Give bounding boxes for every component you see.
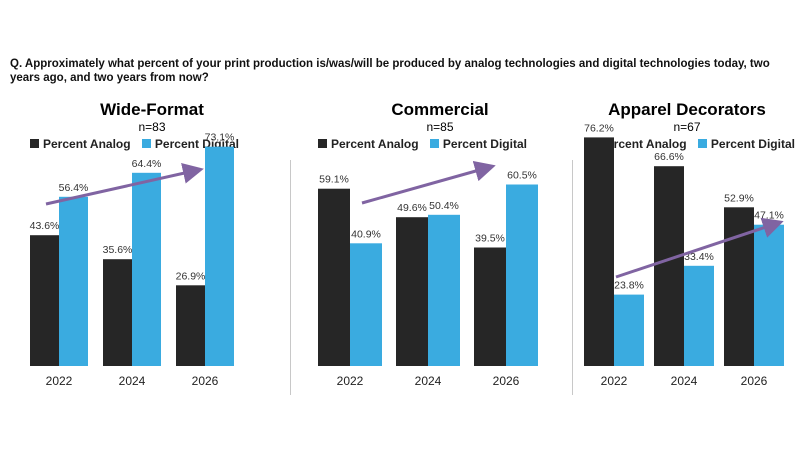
x-tick-label-2026: 2026 <box>493 374 520 388</box>
data-label-analog-2026: 39.5% <box>475 233 505 245</box>
bar-analog-2022 <box>30 235 59 366</box>
legend-swatch-digital <box>697 139 707 148</box>
chart-apparel-decorators: Apparel Decorators n=67 Percent Analog P… <box>582 92 795 402</box>
data-label-analog-2024: 35.6% <box>103 244 133 256</box>
legend-label-analog: Percent Analog <box>599 137 687 151</box>
bar-digital-2026 <box>754 224 784 366</box>
x-tick-label-2026: 2026 <box>192 374 219 388</box>
x-tick-label-2022: 2022 <box>46 374 73 388</box>
chart-plot: 59.1% 40.9% 2022 49.6% 50.4% 2024 39.5% 60.5% 20… <box>318 160 538 388</box>
x-tick-label-2026: 2026 <box>741 374 768 388</box>
trend-arrow <box>45 163 204 206</box>
bar-analog-2024 <box>103 259 132 366</box>
chart-commercial: Commercial n=85 Percent Analog Percent D… <box>316 92 564 402</box>
chart-legend: Percent Analog Percent Digital <box>318 137 535 151</box>
bar-analog-2022 <box>584 137 614 366</box>
bar-digital-2022 <box>614 294 644 366</box>
legend-item-analog: Percent Analog <box>318 137 419 151</box>
trend-arrow <box>361 160 496 205</box>
bar-digital-2024 <box>684 265 714 366</box>
bar-digital-2022 <box>350 243 382 366</box>
legend-label-analog: Percent Analog <box>43 137 131 151</box>
chart-legend: Percent Analog Percent Digital <box>586 137 800 151</box>
legend-swatch-analog <box>318 139 327 148</box>
chart-wide-format: Wide-Format n=83 Percent Analog Percent … <box>28 92 276 402</box>
bar-analog-2026 <box>176 285 205 366</box>
data-label-analog-2024: 49.6% <box>397 202 427 214</box>
chart-title: Wide-Format <box>100 100 204 119</box>
bar-digital-2026 <box>205 146 234 366</box>
data-label-analog-2022: 76.2% <box>584 122 614 134</box>
data-label-analog-2024: 66.6% <box>654 151 684 163</box>
x-tick-label-2024: 2024 <box>119 374 146 388</box>
data-label-digital-2026: 47.1% <box>754 210 784 222</box>
chart-title: Commercial <box>391 100 489 119</box>
chart-sample-size: n=85 <box>426 120 454 134</box>
chart-plot: 43.6% 56.4% 2022 35.6% 64.4% 2024 26.9% 73.1% 20… <box>30 132 235 388</box>
legend-label-digital: Percent Digital <box>442 137 527 151</box>
data-label-analog-2022: 59.1% <box>319 174 349 186</box>
legend-label-digital: Percent Digital <box>710 137 795 151</box>
data-label-digital-2026: 60.5% <box>507 170 537 182</box>
bar-digital-2024 <box>132 172 161 366</box>
data-label-digital-2026: 73.1% <box>205 132 235 144</box>
legend-swatch-digital <box>141 139 151 148</box>
x-tick-label-2022: 2022 <box>601 374 628 388</box>
chart-title: Apparel Decorators <box>608 100 766 119</box>
data-label-analog-2026: 26.9% <box>176 270 206 282</box>
data-label-digital-2024: 50.4% <box>429 200 459 212</box>
legend-item-digital: Percent Digital <box>429 137 527 151</box>
chart-plot: 76.2% 23.8% 2022 66.6% 33.4% 2024 52.9%47.1% 20… <box>584 122 784 388</box>
bar-analog-2022 <box>318 188 350 366</box>
trend-arrow <box>615 217 784 279</box>
data-label-analog-2026: 52.9% <box>724 192 754 204</box>
panel-divider <box>290 160 291 395</box>
legend-swatch-digital <box>429 139 439 148</box>
legend-label-analog: Percent Analog <box>331 137 419 151</box>
data-label-digital-2024: 33.4% <box>684 251 714 263</box>
legend-item-digital: Percent Digital <box>697 137 795 151</box>
bar-digital-2024 <box>428 214 460 366</box>
question-text: Q. Approximately what percent of your pr… <box>10 58 770 84</box>
data-label-digital-2022: 56.4% <box>59 182 89 194</box>
chart-sample-size: n=67 <box>673 120 701 134</box>
bar-analog-2024 <box>396 217 428 366</box>
bar-digital-2026 <box>506 184 538 366</box>
data-label-analog-2022: 43.6% <box>30 220 60 232</box>
chart-legend: Percent Analog Percent Digital <box>30 137 247 151</box>
x-tick-label-2022: 2022 <box>337 374 364 388</box>
x-tick-label-2024: 2024 <box>415 374 442 388</box>
bar-digital-2022 <box>59 196 88 366</box>
data-label-digital-2024: 64.4% <box>132 158 162 170</box>
chart-sample-size: n=83 <box>138 120 166 134</box>
bar-analog-2026 <box>474 247 506 366</box>
bar-analog-2024 <box>654 166 684 366</box>
data-label-digital-2022: 40.9% <box>351 228 381 240</box>
x-tick-label-2024: 2024 <box>671 374 698 388</box>
data-label-digital-2022: 23.8% <box>614 280 644 292</box>
panel-divider <box>572 160 573 395</box>
legend-item-analog: Percent Analog <box>30 137 131 151</box>
legend-swatch-analog <box>30 139 39 148</box>
